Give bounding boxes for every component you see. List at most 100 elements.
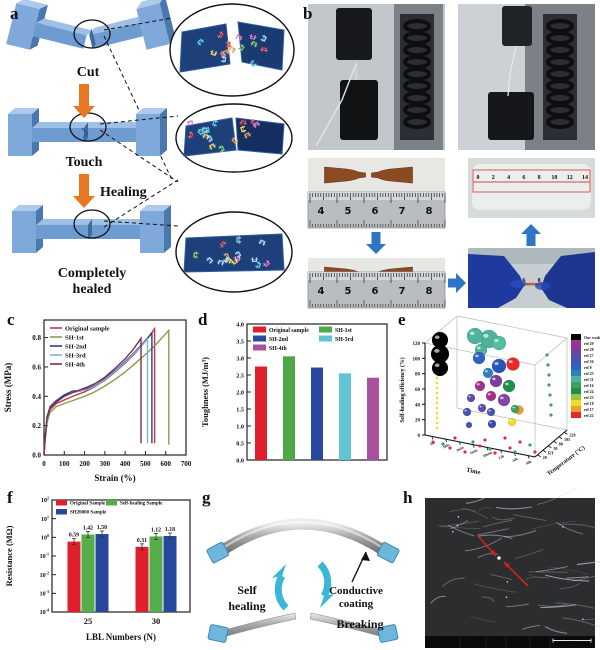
svg-text:1/20/2016: 1/20/2016 bbox=[427, 638, 440, 642]
svg-text:3.0: 3.0 bbox=[236, 355, 244, 362]
svg-text:0.0: 0.0 bbox=[236, 457, 244, 464]
svg-text:12: 12 bbox=[567, 175, 573, 181]
svg-text:Self-healing efficiency (%): Self-healing efficiency (%) bbox=[399, 357, 406, 422]
conductive-coating-label-line1: Conductive bbox=[329, 585, 383, 597]
svg-text:ref 36: ref 36 bbox=[584, 360, 594, 364]
step-touch-label: Touch bbox=[66, 155, 103, 170]
svg-text:RT: RT bbox=[548, 450, 554, 455]
svg-text:Strain (%): Strain (%) bbox=[94, 473, 135, 483]
svg-text:195: 195 bbox=[564, 437, 570, 442]
svg-text:ref 29: ref 29 bbox=[584, 342, 594, 346]
svg-text:3.5: 3.5 bbox=[236, 338, 244, 345]
svg-text:0.2: 0.2 bbox=[32, 422, 41, 430]
panel-a-schematic: Cut Touch Healing Completely healed bbox=[6, 0, 295, 297]
svg-text:Time: Time bbox=[466, 467, 482, 477]
svg-text:0.5: 0.5 bbox=[236, 440, 244, 447]
svg-text:2.5: 2.5 bbox=[236, 372, 244, 379]
svg-text:2.0: 2.0 bbox=[236, 389, 244, 396]
svg-text:4: 4 bbox=[507, 175, 510, 181]
svg-text:mag: mag bbox=[490, 638, 496, 642]
panel-d-toughness-chart: 0.0 0.5 1.0 1.5 2.0 2.5 3.0 3.5 4.0 Toughness (MJ… bbox=[200, 321, 388, 464]
svg-text:10-2: 10-2 bbox=[40, 570, 49, 579]
svg-text:ref 28: ref 28 bbox=[584, 348, 594, 352]
panel-e-3d-scatter-chart: 02040608010012010s100s2min5min10min12h24… bbox=[399, 315, 600, 477]
svg-text:102: 102 bbox=[41, 496, 49, 505]
svg-text:20: 20 bbox=[415, 419, 421, 424]
svg-text:6: 6 bbox=[372, 286, 379, 297]
svg-text:SH-1st: SH-1st bbox=[335, 328, 352, 334]
panel-label-g: g bbox=[202, 488, 211, 507]
svg-text:2: 2 bbox=[492, 175, 495, 181]
svg-text:Temperature (°C): Temperature (°C) bbox=[546, 444, 587, 477]
svg-text:Our work: Our work bbox=[584, 336, 600, 340]
svg-text:ref 23: ref 23 bbox=[584, 396, 594, 400]
svg-text:2min: 2min bbox=[455, 445, 464, 452]
svg-text:5: 5 bbox=[345, 286, 352, 297]
svg-text:HV: HV bbox=[464, 638, 469, 642]
svg-text:8: 8 bbox=[538, 278, 541, 284]
svg-text:48h: 48h bbox=[525, 460, 532, 466]
breaking-label: Breaking bbox=[336, 617, 383, 631]
svg-text:Toughness (MJ/m³): Toughness (MJ/m³) bbox=[200, 357, 210, 427]
svg-text:20.00 kV: 20.00 kV bbox=[464, 643, 477, 647]
svg-text:SH-4th: SH-4th bbox=[65, 362, 85, 369]
svg-text:0: 0 bbox=[477, 175, 480, 181]
panel-f-resistance-chart: 102 101 100 10-1 10-2 10-3 10-4 Resistance (MΩ)… bbox=[4, 496, 191, 642]
svg-text:1.42: 1.42 bbox=[83, 525, 93, 531]
svg-text:8: 8 bbox=[426, 286, 433, 297]
svg-text:600 x: 600 x bbox=[490, 643, 498, 647]
svg-text:400: 400 bbox=[120, 460, 131, 468]
svg-text:ref 18: ref 18 bbox=[584, 402, 594, 406]
svg-text:80: 80 bbox=[559, 441, 563, 446]
svg-text:ref 9: ref 9 bbox=[584, 366, 592, 370]
svg-text:Self-healing Sample: Self-healing Sample bbox=[120, 502, 163, 507]
svg-text:Original sample: Original sample bbox=[269, 328, 309, 334]
svg-text:SH-2nd: SH-2nd bbox=[65, 344, 87, 351]
svg-text:10-4: 10-4 bbox=[40, 608, 49, 617]
svg-text:30: 30 bbox=[152, 616, 161, 626]
svg-text:300 μm: 300 μm bbox=[566, 643, 577, 647]
svg-text:50: 50 bbox=[553, 446, 557, 451]
svg-text:1.50: 1.50 bbox=[97, 525, 107, 531]
rod-schematic-art bbox=[206, 518, 400, 643]
panel-label-f: f bbox=[7, 488, 13, 507]
panel-label-a: a bbox=[10, 4, 19, 23]
svg-text:6: 6 bbox=[522, 175, 525, 181]
svg-text:80: 80 bbox=[415, 373, 421, 378]
svg-text:10-3: 10-3 bbox=[40, 589, 49, 598]
svg-text:500: 500 bbox=[140, 460, 151, 468]
svg-text:0: 0 bbox=[42, 460, 46, 468]
svg-text:20: 20 bbox=[543, 455, 547, 460]
svg-text:0.6: 0.6 bbox=[32, 363, 41, 371]
svg-text:8: 8 bbox=[426, 206, 433, 217]
svg-text:120: 120 bbox=[413, 342, 421, 347]
svg-text:ref 17: ref 17 bbox=[584, 408, 594, 412]
svg-text:24h: 24h bbox=[511, 457, 518, 463]
svg-text:220: 220 bbox=[569, 432, 575, 437]
panel-g-self-healing-schematic: Self healing Conductive coating Breaking bbox=[206, 518, 400, 643]
panel-label-c: c bbox=[7, 310, 15, 329]
svg-text:SH-1st: SH-1st bbox=[65, 335, 85, 342]
svg-text:1.5: 1.5 bbox=[236, 406, 244, 413]
svg-text:600: 600 bbox=[160, 460, 171, 468]
svg-text:SH20000 Sample: SH20000 Sample bbox=[70, 511, 107, 516]
svg-text:14: 14 bbox=[582, 175, 588, 181]
self-healing-label-line2: healing bbox=[228, 599, 265, 613]
svg-text:SH-3rd: SH-3rd bbox=[335, 337, 354, 343]
svg-text:ref 16: ref 16 bbox=[584, 384, 594, 388]
panel-label-e: e bbox=[398, 310, 406, 329]
svg-text:0.59: 0.59 bbox=[69, 533, 79, 539]
svg-text:11.4 mm: 11.4 mm bbox=[510, 643, 522, 647]
svg-text:SH-3rd: SH-3rd bbox=[65, 353, 86, 360]
svg-text:ref 24: ref 24 bbox=[584, 390, 594, 394]
svg-text:0.4: 0.4 bbox=[32, 393, 41, 401]
svg-text:SH-4th: SH-4th bbox=[269, 346, 287, 352]
svg-text:12h: 12h bbox=[498, 454, 505, 460]
svg-text:4.0: 4.0 bbox=[236, 321, 244, 328]
svg-text:1.18: 1.18 bbox=[165, 527, 175, 533]
svg-text:Original Sample: Original Sample bbox=[70, 502, 106, 507]
experiment-photos-art: 45678456780246810121402468101214 bbox=[307, 4, 595, 309]
svg-text:ref 31: ref 31 bbox=[584, 378, 594, 382]
svg-text:7: 7 bbox=[399, 286, 406, 297]
